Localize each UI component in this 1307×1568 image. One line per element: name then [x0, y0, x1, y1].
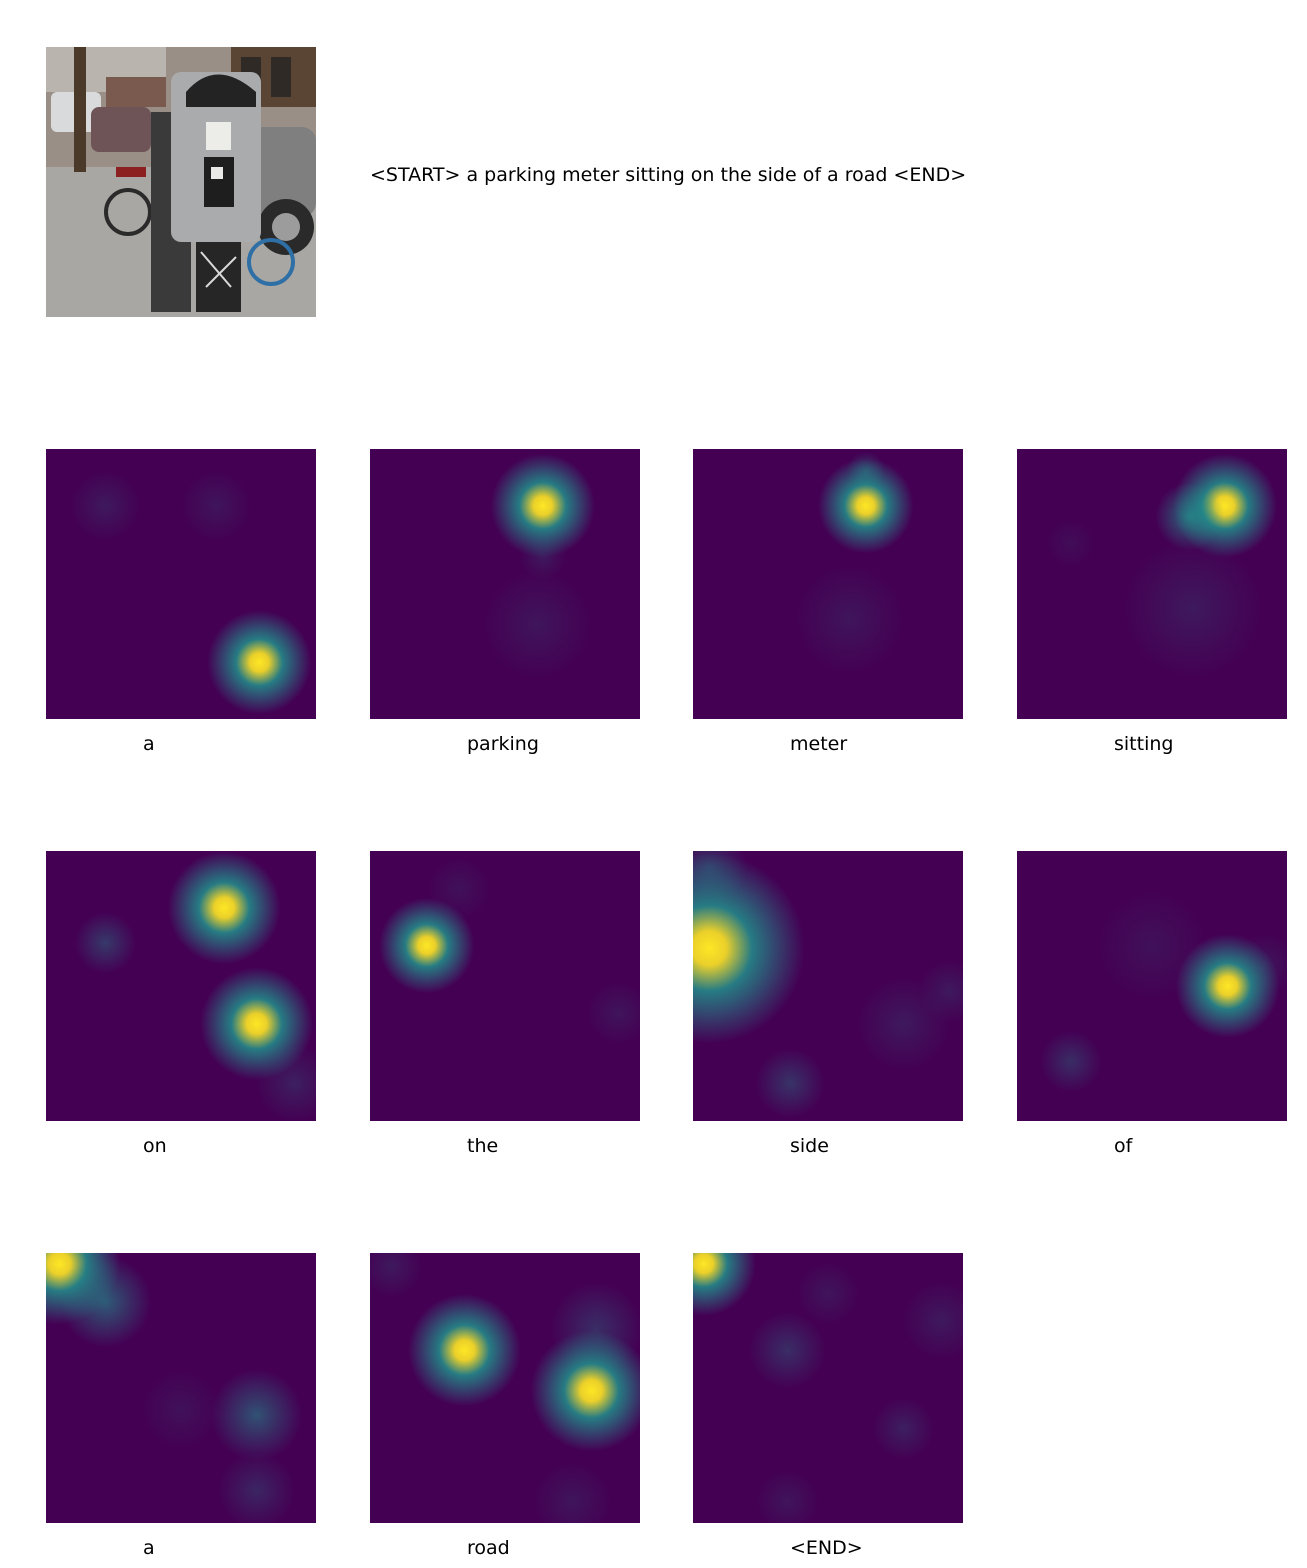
attention-spot [370, 1253, 422, 1297]
word-label: on [143, 1135, 167, 1157]
attention-spot [818, 458, 914, 554]
attention-heatmap [370, 851, 640, 1121]
heatmap-canvas [1017, 449, 1287, 719]
attention-spot [796, 566, 903, 673]
word-label: side [790, 1135, 829, 1157]
heatmap-canvas [693, 851, 963, 1121]
attention-heatmap [370, 449, 640, 719]
attention-spot [75, 912, 136, 974]
source-photo [46, 47, 316, 317]
attention-spot [490, 453, 595, 558]
attention-spot [60, 1256, 151, 1347]
word-label: <END> [790, 1537, 863, 1559]
heatmap-canvas [46, 1253, 316, 1523]
attention-spot [756, 1049, 825, 1118]
attention-spot [256, 1045, 316, 1121]
attention-spot [207, 610, 312, 715]
attention-spot [408, 1294, 521, 1407]
heatmap-canvas [370, 449, 640, 719]
word-label: sitting [1114, 733, 1174, 755]
attention-heatmap [693, 1253, 963, 1523]
attention-spot [71, 471, 140, 540]
attention-spot [846, 451, 885, 490]
attention-spot [1235, 934, 1287, 995]
attention-spot [1124, 540, 1261, 677]
attention-spot [693, 851, 747, 905]
attention-spot [693, 1253, 756, 1316]
attention-spot [379, 897, 475, 994]
attention-spot [484, 571, 591, 678]
heatmap-canvas [1017, 851, 1287, 1121]
heatmap-canvas [693, 449, 963, 719]
attention-spot [143, 1371, 219, 1448]
attention-spot [797, 1263, 859, 1324]
word-label: a [143, 733, 155, 755]
generated-caption: <START> a parking meter sitting on the s… [370, 164, 967, 186]
heatmap-canvas [46, 449, 316, 719]
heatmap-canvas [370, 851, 640, 1121]
attention-heatmap [370, 1253, 640, 1523]
word-label: the [467, 1135, 499, 1157]
attention-spot [903, 1282, 963, 1359]
attention-spot [520, 534, 566, 580]
word-label: a [143, 1537, 155, 1559]
attention-spot [919, 961, 963, 1022]
attention-heatmap [1017, 449, 1287, 719]
word-label: of [1114, 1135, 1133, 1157]
attention-heatmap [693, 449, 963, 719]
attention-spot [218, 1452, 295, 1523]
attention-spot [749, 1312, 826, 1388]
attention-heatmap [46, 851, 316, 1121]
attention-heatmap [693, 851, 963, 1121]
attention-spot [1155, 482, 1224, 551]
attention-spot [757, 1471, 818, 1523]
heatmap-canvas [693, 1253, 963, 1523]
attention-spot [873, 1398, 934, 1459]
attention-spot [182, 471, 251, 540]
attention-heatmap [1017, 851, 1287, 1121]
attention-heatmap [46, 449, 316, 719]
attention-spot [211, 1369, 302, 1461]
word-label: road [467, 1537, 510, 1559]
attention-spot [1048, 520, 1094, 567]
attention-spot [588, 982, 640, 1044]
attention-spot [428, 858, 490, 920]
attention-spot [551, 1283, 640, 1374]
attention-spot [168, 851, 281, 964]
attention-spot [1040, 1031, 1102, 1092]
word-label: meter [790, 733, 848, 755]
heatmap-canvas [370, 1253, 640, 1523]
attention-spot [1099, 892, 1205, 999]
heatmap-canvas [46, 851, 316, 1121]
attention-heatmap [46, 1253, 316, 1523]
parking-meter-photo [46, 47, 316, 317]
word-label: parking [467, 733, 539, 755]
attention-spot [534, 1463, 611, 1523]
